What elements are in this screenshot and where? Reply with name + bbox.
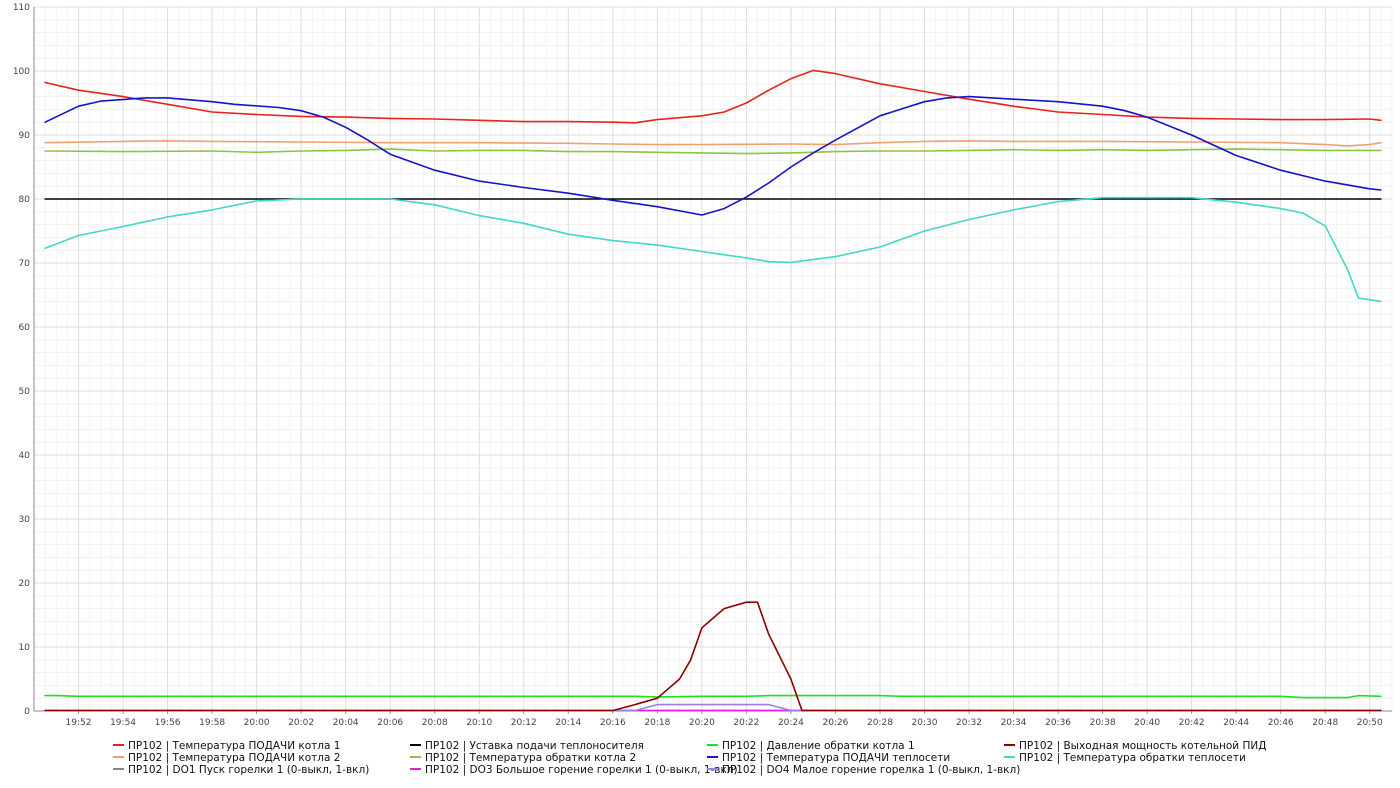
- legend-swatch: [410, 756, 421, 758]
- x-tick-label: 20:10: [466, 718, 492, 728]
- y-tick-label: 90: [19, 131, 31, 141]
- series-line-10: [44, 601, 1382, 712]
- x-tick-label: 19:58: [199, 718, 225, 728]
- x-tick-label: 20:22: [733, 718, 759, 728]
- legend-item[interactable]: ПР102 | Давление обратки котла 1: [707, 739, 915, 753]
- legend-item[interactable]: ПР102 | Температура ПОДАЧИ котла 1: [113, 739, 340, 753]
- x-tick-label: 20:38: [1090, 718, 1116, 728]
- y-tick-label: 60: [19, 323, 31, 333]
- x-tick-label: 20:04: [333, 718, 359, 728]
- x-tick-label: 20:12: [511, 718, 537, 728]
- x-tick-label: 20:30: [912, 718, 938, 728]
- legend-swatch: [707, 744, 718, 746]
- series-line-11: [44, 196, 1382, 303]
- minor-gridlines: [34, 7, 1393, 711]
- legend-item[interactable]: ПР102 | Температура ПОДАЧИ котла 2: [113, 751, 340, 765]
- x-axis-ticks: 19:52 19:54 19:56 19:58 20:00 20:02 20:04 20:06…: [66, 718, 1383, 728]
- legend-item[interactable]: ПР102 | Уставка подачи теплоносителя: [410, 739, 644, 753]
- legend-swatch: [113, 744, 124, 746]
- y-axis-ticks: 0 10 20 30 40 50 60 70 80 90 100 110: [13, 3, 30, 717]
- legend-label: ПР102 | Выходная мощность котельной ПИД: [1019, 740, 1267, 752]
- legend-swatch: [1004, 756, 1015, 758]
- x-tick-label: 19:56: [155, 718, 181, 728]
- legend-label: ПР102 | Температура ПОДАЧИ теплосети: [722, 752, 951, 764]
- y-tick-label: 70: [19, 259, 31, 269]
- x-tick-label: 19:52: [66, 718, 92, 728]
- x-tick-label: 20:08: [422, 718, 448, 728]
- major-gridlines: [34, 6, 1392, 712]
- legend-label: ПР102 | Давление обратки котла 1: [722, 740, 915, 752]
- legend-label: ПР102 | DO1 Пуск горелки 1 (0-выкл, 1-вк…: [128, 764, 370, 776]
- legend: ПР102 | Температура ПОДАЧИ котла 1 ПР102 …: [0, 738, 1400, 784]
- legend-swatch: [1004, 744, 1015, 746]
- x-tick-label: 20:18: [644, 718, 670, 728]
- x-tick-label: 20:32: [956, 718, 982, 728]
- series-line-8: [44, 95, 1382, 216]
- legend-item[interactable]: ПР102 | DO3 Большое горение горелки 1 (0…: [410, 763, 738, 777]
- x-tick-label: 20:48: [1312, 718, 1338, 728]
- y-tick-label: 0: [24, 707, 30, 717]
- legend-item[interactable]: ПР102 | Температура обратки теплосети: [1004, 751, 1246, 765]
- legend-item[interactable]: ПР102 | DO4 Малое горение горелка 1 (0-в…: [707, 763, 1020, 777]
- x-tick-label: 20:00: [244, 718, 270, 728]
- x-tick-label: 20:26: [822, 718, 848, 728]
- legend-label: ПР102 | Температура ПОДАЧИ котла 2: [128, 752, 341, 764]
- legend-item[interactable]: ПР102 | Температура ПОДАЧИ теплосети: [707, 751, 950, 765]
- legend-label: ПР102 | Уставка подачи теплоносителя: [425, 740, 644, 752]
- y-tick-label: 40: [19, 451, 31, 461]
- x-tick-label: 20:24: [778, 718, 804, 728]
- x-tick-label: 20:46: [1268, 718, 1294, 728]
- y-tick-label: 50: [19, 387, 31, 397]
- legend-swatch: [113, 768, 124, 770]
- x-tick-label: 20:14: [555, 718, 581, 728]
- legend-label: ПР102 | Температура обратки теплосети: [1019, 752, 1246, 764]
- x-tick-label: 20:34: [1001, 718, 1027, 728]
- legend-label: ПР102 | Температура ПОДАЧИ котла 1: [128, 740, 341, 752]
- x-tick-label: 20:40: [1134, 718, 1160, 728]
- legend-swatch: [707, 756, 718, 758]
- y-tick-label: 20: [19, 579, 31, 589]
- legend-label: ПР102 | Температура обратки котла 2: [425, 752, 637, 764]
- x-tick-label: 20:16: [600, 718, 626, 728]
- x-tick-label: 20:50: [1357, 718, 1383, 728]
- x-tick-label: 20:36: [1045, 718, 1071, 728]
- legend-item[interactable]: ПР102 | DO1 Пуск горелки 1 (0-выкл, 1-вк…: [113, 763, 369, 777]
- x-tick-label: 20:28: [867, 718, 893, 728]
- y-tick-label: 80: [19, 195, 31, 205]
- legend-label: ПР102 | DO4 Малое горение горелка 1 (0-в…: [722, 764, 1021, 776]
- y-tick-label: 10: [19, 643, 31, 653]
- x-tick-label: 20:20: [689, 718, 715, 728]
- series-line-2: [44, 140, 1382, 147]
- legend-label: ПР102 | DO3 Большое горение горелки 1 (0…: [425, 764, 738, 776]
- legend-item[interactable]: ПР102 | Температура обратки котла 2: [410, 751, 636, 765]
- y-tick-label: 100: [13, 67, 30, 77]
- x-tick-label: 20:44: [1223, 718, 1249, 728]
- legend-item[interactable]: ПР102 | Выходная мощность котельной ПИД: [1004, 739, 1266, 753]
- series-layer: [44, 69, 1382, 712]
- legend-swatch: [113, 756, 124, 758]
- legend-swatch: [707, 768, 718, 770]
- legend-swatch: [410, 768, 421, 770]
- y-tick-label: 30: [19, 515, 31, 525]
- x-tick-label: 20:42: [1179, 718, 1205, 728]
- y-tick-label: 110: [13, 3, 30, 13]
- series-line-1: [44, 69, 1382, 124]
- x-tick-label: 19:54: [110, 718, 136, 728]
- x-tick-label: 20:02: [288, 718, 314, 728]
- legend-swatch: [410, 744, 421, 746]
- x-tick-label: 20:06: [377, 718, 403, 728]
- series-line-5: [44, 148, 1382, 155]
- series-line-7: [44, 694, 1382, 699]
